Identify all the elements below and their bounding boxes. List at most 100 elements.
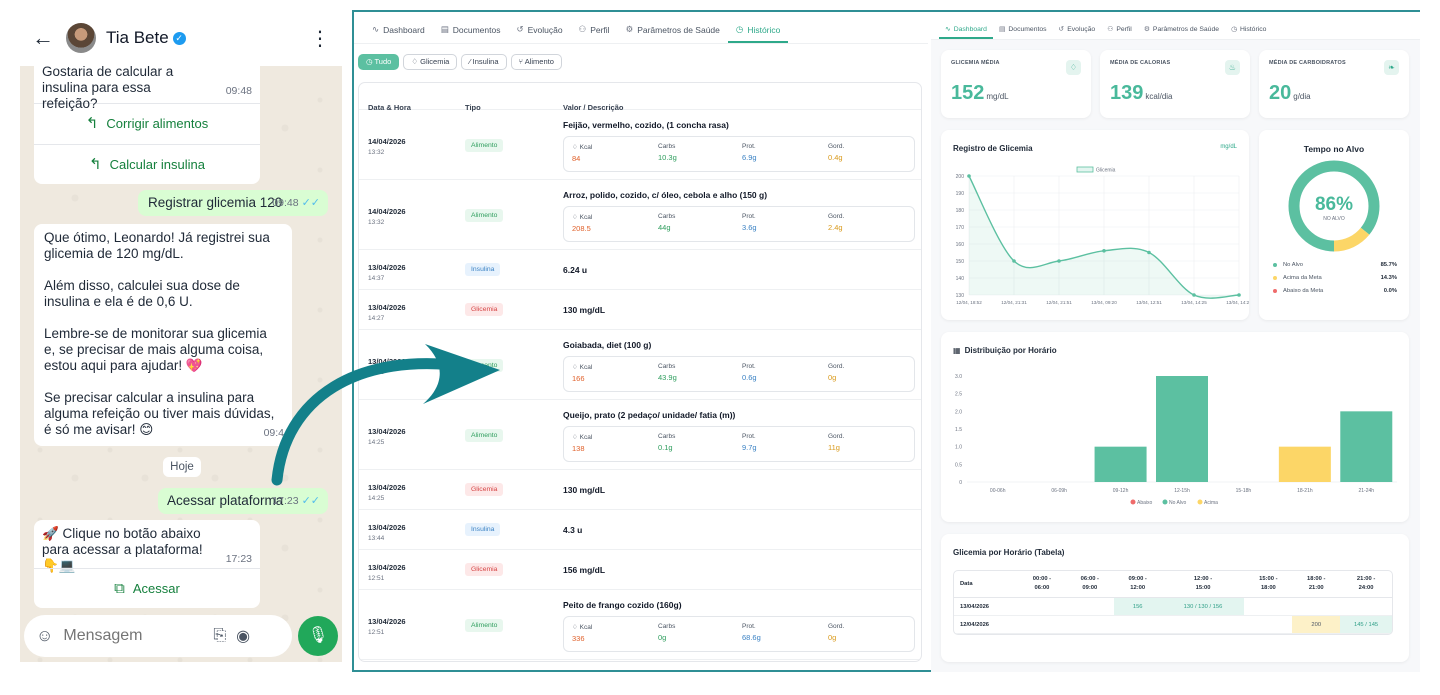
table-header-cell: 15:00 - 18:00 [1244,571,1293,598]
tab-documentos[interactable]: ▤ Documentos [433,24,509,43]
nutrition-label: Carbs [658,433,676,440]
history-row[interactable]: 13/04/2026 13:44 Insulina 4.3 u [359,510,921,550]
tab-evolucao[interactable]: ↺ Evolução [508,24,570,43]
filter-glicemia[interactable]: ♢ Glicemia [403,54,458,70]
dashboard-tab-historico[interactable]: ◷ Histórico [1225,25,1272,39]
nutrition-label: Prot. [742,213,756,220]
food-title: Feijão, vermelho, cozido, (1 concha rasa… [563,120,729,130]
y-tick-label: 190 [956,191,965,197]
row-value: 6.24 u [563,265,588,275]
bar-no-alvo-09-12h[interactable] [1094,446,1147,482]
dashboard-tab-documentos[interactable]: ▤ Documentos [993,25,1053,39]
table-header-cell: 06:00 - 09:00 [1065,571,1114,598]
history-row[interactable]: 13/04/2026 14:27 Glicemia 130 mg/dL [359,290,921,330]
history-row[interactable]: 14/04/2026 13:32 Alimento Feijão, vermelho,… [359,110,921,180]
nutrition-value: 208.5 [572,224,591,233]
header-end: 06:00 [1034,585,1050,591]
avatar[interactable] [66,23,96,53]
glucose-point[interactable] [1102,249,1106,253]
camera-icon[interactable]: ◉ [236,628,251,645]
bot-message-insulin-question: Gostaria de calcular a insulina para ess… [34,64,260,184]
back-arrow-icon[interactable]: ← [32,25,54,50]
legend-dot [1273,262,1277,267]
row-time: 14:27 [368,315,385,322]
calculate-insulin-button[interactable]: ↰ Calcular insulina [34,144,260,185]
tab-label: Dashboard [953,26,987,33]
nutrition-label: ♢ Kcal [572,144,593,151]
history-panel: ∿ Dashboard ▤ Documentos ↺ Evolução ⚇ Perfil ⚙ Pa… [354,12,928,672]
glucose-table-title: Glicemia por Horário (Tabela) [953,548,1065,557]
history-row[interactable]: 14/04/2026 13:32 Alimento Arroz, polido, co… [359,180,921,250]
table-cell [1065,615,1114,634]
dashboard-tab-perfil[interactable]: ⚇ Perfil [1101,25,1138,39]
legend-dot [1162,499,1168,505]
donut-slice-acima-da-meta[interactable] [1288,160,1380,252]
column-date: Data & Hora [368,103,411,112]
bot-message-access-link: 🚀 Clique no botão abaixo para acessar a … [34,520,260,608]
bar-no-alvo-21-24h[interactable] [1340,411,1393,482]
message-time-wrap: 09:48 ✓✓ [272,195,320,211]
distribution-bar-chart: 0 0.5 1.0 1.5 2.0 2.5 3.0 00-06h 06-09h 09-12h 12-… [955,374,1397,506]
stat-value: 20 g/dia [1269,82,1311,105]
x-tick-label: 18-21h [1297,488,1313,494]
stat-label: GLICEMIA MÉDIA [951,60,1000,66]
glucose-point[interactable] [1057,259,1061,263]
emoji-icon[interactable]: ☺ [36,626,54,645]
table-cell[interactable]: 12/04/2026 [954,615,1018,634]
tab-parametros-de-saude[interactable]: ⚙ Parâmetros de Saúde [618,24,728,43]
row-time: 12:51 [368,629,385,636]
row-value: 4.3 u [563,525,583,535]
history-rows: 14/04/2026 13:32 Alimento Feijão, vermelho,… [359,110,921,660]
history-row[interactable]: 13/04/2026 14:25 Alimento Queijo, prato (2 … [359,400,921,470]
row-value: 130 mg/dL [563,305,606,315]
stat-number: 20 [1269,82,1292,104]
contact-name[interactable]: Tia Bete [106,28,169,47]
glucose-point[interactable] [1012,259,1016,263]
table-cell[interactable]: 145 / 145 [1340,615,1392,634]
bar-no-alvo-12-15h[interactable] [1156,376,1208,482]
row-date: 13/04/2026 14:25 [368,427,406,446]
header-end: 21:00 [1308,585,1324,591]
history-row[interactable]: 13/04/2026 14:37 Insulina 6.24 u [359,250,921,290]
filter-tudo[interactable]: ◷ Tudo [358,54,400,70]
glucose-point[interactable] [1192,293,1196,297]
message-input[interactable] [63,627,204,645]
attach-icon[interactable]: ⎘ [213,627,227,644]
glucose-point[interactable] [1237,293,1241,297]
filter-alimento[interactable]: ⑂ Alimento [510,54,562,70]
microphone-button[interactable]: 🎙 [298,616,338,656]
nutrition-kcal: ♢ Kcal 208.5 [572,213,592,233]
dashboard-tab-dashboard[interactable]: ∿ Dashboard [939,25,993,39]
access-button[interactable]: ⧉ Acessar [34,568,260,609]
table-cell[interactable]: 200 [1292,615,1341,634]
row-time: 14:25 [368,369,385,376]
row-date: 13/04/2026 14:25 [368,357,406,376]
tab-historico[interactable]: ◷ Histórico [727,24,789,43]
x-tick-label: 13/04, 09:20 [1091,300,1117,305]
dashboard-tab-evolucao[interactable]: ↺ Evolução [1053,25,1102,39]
more-options-icon[interactable]: ⋮ [310,27,330,50]
nutrition-label: ♢ Kcal [572,364,593,371]
x-tick-label: 12/04, 21:31 [1001,300,1027,305]
table-cell[interactable]: 13/04/2026 [954,597,1018,616]
tab-perfil[interactable]: ⚇ Perfil [571,24,618,43]
table-cell[interactable]: 156 [1113,597,1162,616]
x-tick-label: 13/04, 12:51 [1136,300,1162,305]
fix-foods-button[interactable]: ↰ Corrigir alimentos [34,103,260,144]
tab-dashboard[interactable]: ∿ Dashboard [364,24,433,43]
nutrition-box: ♢ Kcal 166 Carbs 43.9g Prot. 0.6g Gord. 0g [563,356,915,392]
history-row[interactable]: 13/04/2026 12:51 Glicemia 156 mg/dL [359,550,921,590]
history-row[interactable]: 13/04/2026 14:25 Alimento Goiabada, diet (1… [359,330,921,400]
filter-insulina[interactable]: ⁄ Insulina [461,54,507,70]
history-row[interactable]: 13/04/2026 12:51 Alimento Peito de frango c… [359,590,921,660]
table-cell[interactable]: 130 / 130 / 156 [1161,597,1245,616]
legend-dot [1273,275,1277,280]
history-row[interactable]: 13/04/2026 14:25 Glicemia 130 mg/dL [359,470,921,510]
glucose-point[interactable] [967,174,971,178]
glucose-chart-card: Registro de Glicemia mg/dL 130 140 150 160 1… [941,130,1249,320]
glucose-point[interactable] [1147,250,1151,255]
activity-icon: ∿ [945,26,951,33]
bar-acima-18-21h[interactable] [1278,446,1331,482]
dashboard-tab-parametros-de-saude[interactable]: ⚙ Parâmetros de Saúde [1138,25,1225,39]
nutrition-prot: Prot. 68.6g [742,623,761,642]
